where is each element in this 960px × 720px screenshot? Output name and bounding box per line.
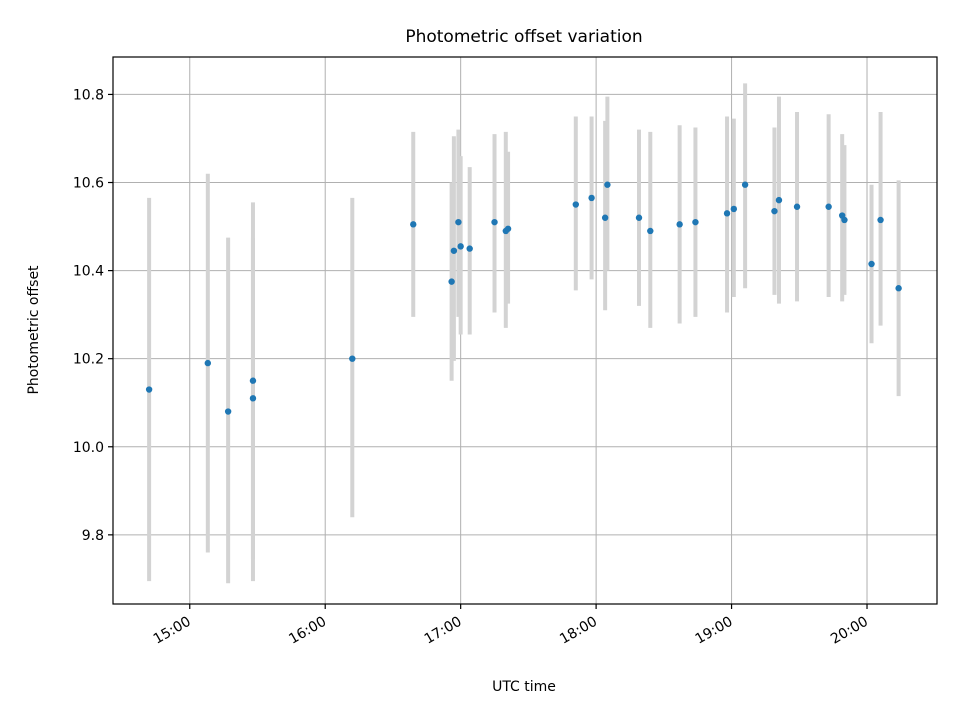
x-axis: 15:00 16:00 17:00 18:00 19:00 20:00 xyxy=(151,604,871,648)
x-tick-label: 18:00 xyxy=(557,614,600,648)
y-tick-label: 10.6 xyxy=(73,176,104,192)
data-point xyxy=(349,355,356,362)
data-point xyxy=(145,386,153,393)
data-point xyxy=(895,285,902,292)
data-point xyxy=(635,214,643,221)
data-point xyxy=(793,203,801,210)
x-tick-label: 17:00 xyxy=(422,614,465,648)
y-tick-label: 9.8 xyxy=(82,528,104,544)
error-bars xyxy=(147,83,901,584)
data-point xyxy=(491,218,498,226)
x-axis-label: UTC time xyxy=(492,679,556,695)
data-point xyxy=(601,214,609,221)
data-point xyxy=(249,395,257,402)
data-point xyxy=(249,377,257,384)
data-point xyxy=(410,221,417,228)
y-tick-label: 10.4 xyxy=(73,264,104,280)
y-axis: 9.8 10.0 10.2 10.4 10.6 10.8 xyxy=(73,87,113,544)
data-point xyxy=(775,196,783,204)
x-tick-label: 16:00 xyxy=(286,614,329,648)
data-point xyxy=(448,278,455,285)
data-point xyxy=(504,225,512,232)
chart-title: Photometric offset variation xyxy=(405,27,642,47)
y-axis-label: Photometric offset xyxy=(26,265,42,395)
data-point xyxy=(676,221,683,228)
data-point xyxy=(204,359,212,367)
y-tick-label: 10.0 xyxy=(73,440,104,456)
data-point xyxy=(588,194,595,202)
x-tick-label: 20:00 xyxy=(828,614,871,648)
data-point xyxy=(572,201,579,208)
data-point xyxy=(723,210,731,217)
data-point xyxy=(825,203,832,210)
y-tick-label: 10.8 xyxy=(73,87,104,103)
data-point xyxy=(741,181,749,188)
data-point xyxy=(730,205,738,213)
data-point xyxy=(450,247,458,254)
data-point xyxy=(604,181,611,188)
grid xyxy=(113,57,937,604)
data-points xyxy=(145,181,902,415)
data-point xyxy=(455,218,462,226)
data-point xyxy=(877,216,884,224)
data-point xyxy=(771,207,778,215)
data-point xyxy=(841,216,848,224)
data-point xyxy=(224,408,232,415)
data-point xyxy=(692,218,699,226)
data-point xyxy=(466,245,473,252)
y-tick-label: 10.2 xyxy=(73,352,104,368)
x-tick-label: 15:00 xyxy=(151,614,194,648)
plot-frame xyxy=(112,56,938,605)
x-tick-label: 19:00 xyxy=(693,614,736,648)
data-point xyxy=(457,243,464,250)
data-point xyxy=(868,260,875,268)
data-point xyxy=(647,227,654,235)
